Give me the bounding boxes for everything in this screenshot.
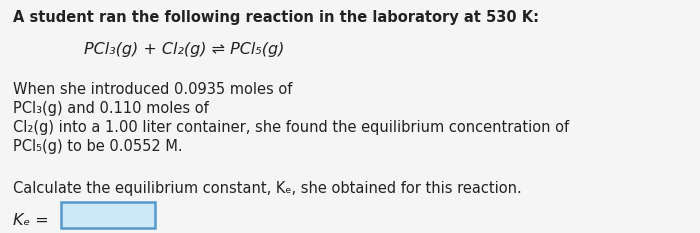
Text: PCl₃(g) + Cl₂(g) ⇌ PCl₅(g): PCl₃(g) + Cl₂(g) ⇌ PCl₅(g) <box>84 42 284 57</box>
Text: PCl₃(g) and 0.110 moles of: PCl₃(g) and 0.110 moles of <box>13 101 209 116</box>
Text: PCl₅(g) to be 0.0552 M.: PCl₅(g) to be 0.0552 M. <box>13 139 182 154</box>
FancyBboxPatch shape <box>61 202 155 228</box>
Text: Kₑ =: Kₑ = <box>13 213 48 228</box>
Text: Cl₂(g) into a 1.00 liter container, she found the equilibrium concentration of: Cl₂(g) into a 1.00 liter container, she … <box>13 120 568 135</box>
Text: Calculate the equilibrium constant, Kₑ, she obtained for this reaction.: Calculate the equilibrium constant, Kₑ, … <box>13 181 522 195</box>
Text: A student ran the following reaction in the laboratory at 530 K:: A student ran the following reaction in … <box>13 10 538 25</box>
Text: When she introduced 0.0935 moles of: When she introduced 0.0935 moles of <box>13 82 292 96</box>
